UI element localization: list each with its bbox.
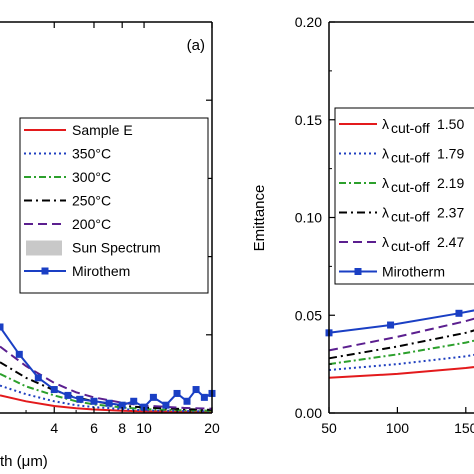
legend-box-b — [334, 107, 474, 285]
legend-subscript-b: cut-off — [391, 150, 430, 166]
panel-label-a: (a) — [187, 37, 205, 54]
legend-subscript-b: cut-off — [391, 179, 430, 195]
series-line-b-2 — [328, 339, 474, 366]
data-point-a — [118, 401, 126, 409]
x-tick-label-a: 6 — [90, 420, 98, 436]
series-line-b-5 — [328, 309, 474, 334]
legend-label-a: 350°C — [72, 146, 111, 162]
legend-lambda-b: λ — [382, 205, 389, 221]
legend-swatch-a — [26, 240, 62, 256]
data-point-a — [76, 395, 84, 403]
legend-box-a — [19, 117, 209, 294]
legend-label-a: 200°C — [72, 216, 111, 232]
series-line-a-1 — [0, 384, 213, 413]
data-point-a — [149, 393, 157, 401]
x-tick-label-a: 20 — [204, 420, 220, 436]
panel-a: 4 6 8 10 20 th (μm) (a) Sample E 350°C 300°C 250°C… — [0, 21, 220, 470]
series-line-b-0 — [328, 366, 474, 379]
y-tick-label-b: 0.00 — [295, 405, 322, 421]
data-point-a — [90, 397, 98, 405]
data-point-a — [130, 397, 138, 405]
data-point-b — [387, 321, 395, 329]
x-tick-label-a: 4 — [50, 420, 58, 436]
legend-value-b: 1.79 — [437, 146, 464, 162]
legend-subscript-b: cut-off — [391, 209, 430, 225]
series-line-a-2 — [0, 372, 213, 412]
data-point-a — [15, 350, 23, 358]
legend-value-b: 2.19 — [437, 175, 464, 191]
legend-label-a: Mirothem — [72, 263, 130, 279]
legend-label-a: 250°C — [72, 193, 111, 209]
data-point-a — [173, 389, 181, 397]
legend-lambda-b: λ — [382, 175, 389, 191]
y-axis-title-b: Emittance — [251, 185, 268, 252]
data-point-a — [50, 386, 58, 394]
series-line-a-4 — [0, 345, 213, 410]
legend-lambda-b: λ — [382, 146, 389, 162]
legend-lambda-b: λ — [382, 234, 389, 250]
legend-label-a: 300°C — [72, 169, 111, 185]
x-tick-label-a: 8 — [118, 420, 126, 436]
data-point-a — [64, 391, 72, 399]
data-point-b — [455, 309, 463, 317]
series-line-b-3 — [328, 329, 474, 360]
data-point-a — [192, 386, 200, 394]
legend-label-a: Sun Spectrum — [72, 240, 161, 256]
series-line-b-1 — [328, 353, 474, 371]
y-tick-label-b: 0.15 — [295, 112, 322, 128]
legend-subscript-b: cut-off — [391, 238, 430, 254]
series-line-b-4 — [328, 317, 474, 352]
legend-b: λ cut-off 1.50λ cut-off 1.79λ cut-off 2.19λ cut… — [334, 107, 474, 285]
legend-label-a: Sample E — [72, 122, 133, 138]
x-tick-label-b: 150 — [454, 420, 474, 436]
legend-value-b: 2.47 — [437, 234, 464, 250]
data-point-a — [0, 323, 4, 331]
y-tick-label-b: 0.20 — [295, 14, 322, 30]
legend-lambda-b: λ — [382, 116, 389, 132]
x-tick-label-b: 100 — [386, 420, 410, 436]
x-tick-label-a: 10 — [136, 420, 152, 436]
x-axis-title-a: th (μm) — [0, 453, 48, 470]
y-tick-label-b: 0.05 — [295, 307, 322, 323]
legend-a: Sample E 350°C 300°C 250°C 200°C Sun Spectrum… — [19, 117, 209, 294]
legend-subscript-b: cut-off — [391, 120, 430, 136]
x-tick-label-b: 50 — [321, 420, 337, 436]
data-point-a — [34, 374, 42, 382]
legend-label-b: Mirotherm — [382, 264, 445, 280]
legend-value-b: 2.37 — [437, 205, 464, 221]
data-point-a — [200, 393, 208, 401]
legend-value-b: 1.50 — [437, 116, 464, 132]
y-tick-label-b: 0.10 — [295, 210, 322, 226]
data-point-a — [162, 401, 170, 409]
legend-marker-b — [354, 268, 362, 275]
legend-marker-a — [41, 267, 49, 275]
data-point-a — [183, 397, 191, 405]
data-point-a — [105, 399, 113, 407]
